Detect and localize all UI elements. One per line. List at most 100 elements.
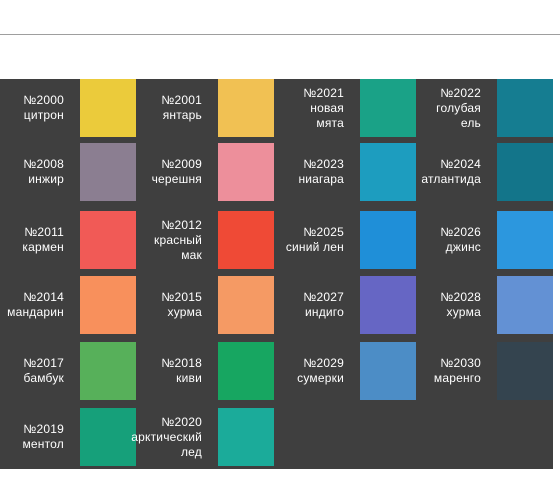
swatch-number: №2030 [440,356,481,370]
color-swatch-item: №2008 инжир [0,143,136,201]
swatch-label: №2021 новая мята [234,79,344,137]
swatch-number: №2001 [161,93,202,107]
swatch-label: №2030 маренго [371,342,481,400]
swatch-color-sample [360,143,416,201]
swatch-number: №2012 [161,217,202,232]
swatch-color-sample [80,79,136,137]
swatch-number: №2021 [303,85,344,100]
swatch-number: №2027 [303,290,344,304]
swatch-number: №2009 [161,157,202,171]
swatch-name: хурма [446,305,481,319]
color-swatch-item: №2011 кармен [0,211,136,269]
swatch-color-sample [218,211,274,269]
swatch-name: джинс [445,240,481,254]
color-swatch-item: №2024 атлантида [415,143,553,201]
swatch-color-sample [218,276,274,334]
swatch-name: синий лен [285,240,344,254]
color-swatch-item: №2021 новая мята [278,79,416,137]
swatch-label: №2029 сумерки [234,342,344,400]
color-swatch-item: №2025 синий лен [278,211,416,269]
swatch-name: индиго [304,305,344,319]
color-swatch-item: №2023 ниагара [278,143,416,201]
color-swatch-item: №2018 киви [136,342,274,400]
swatch-label: №2017 бамбук [0,342,64,400]
color-swatch-item: №2027 индиго [278,276,416,334]
swatch-color-sample [218,79,274,137]
color-swatch-item: №2029 сумерки [278,342,416,400]
swatch-name: ментол [22,437,64,451]
color-swatch-item: №2020 арктический лед [131,408,274,466]
swatch-color-sample [360,211,416,269]
swatch-number: №2018 [161,356,202,370]
swatch-number: №2019 [23,422,64,436]
swatch-label: №2028 хурма [371,276,481,334]
swatch-label: №2019 ментол [0,408,64,466]
color-swatch-item: №2009 черешня [136,143,274,201]
swatch-color-sample [80,143,136,201]
swatch-name: ниагара [298,172,344,186]
swatch-label: №2024 атлантида [371,143,481,201]
swatch-name: кармен [22,240,64,254]
swatch-name: черешня [151,172,202,186]
swatch-name: атлантида [421,172,481,186]
color-swatch-item: №2000 цитрон [0,79,136,137]
color-palette-panel: №2000 цитрон №2001 янтарь №2021 новая мята №202… [0,79,553,469]
color-swatch-item: №2015 хурма [136,276,274,334]
swatch-color-sample [218,143,274,201]
color-swatch-item: №2022 голубая ель [415,79,553,137]
swatch-color-sample [218,342,274,400]
swatch-label: №2009 черешня [92,143,202,201]
swatch-name: инжир [28,172,64,186]
swatch-number: №2017 [23,356,64,370]
swatch-number: №2028 [440,290,481,304]
swatch-label: №2023 ниагара [234,143,344,201]
swatch-name: бамбук [23,371,64,385]
swatch-name: лед [180,444,202,459]
swatch-label: №2026 джинс [371,211,481,269]
swatch-color-sample [497,79,553,137]
swatch-label: №2011 кармен [0,211,64,269]
swatch-color-sample [497,143,553,201]
swatch-label: №2018 киви [92,342,202,400]
swatch-name: мак [181,247,202,262]
swatch-color-sample [80,342,136,400]
swatch-label: №2000 цитрон [0,79,64,137]
swatch-label: №2025 синий лен [234,211,344,269]
swatch-number: №2011 [24,225,64,239]
swatch-color-sample [360,342,416,400]
color-swatch-item: №2030 маренго [415,342,553,400]
swatch-name: хурма [167,305,202,319]
swatch-color-sample [497,276,553,334]
swatch-name: новая [310,100,344,115]
swatch-color-sample [497,211,553,269]
swatch-name: арктический [131,429,202,444]
swatch-color-sample [360,79,416,137]
swatch-label: №2001 янтарь [92,79,202,137]
color-swatch-item: №2014 мандарин [0,276,136,334]
swatch-number: №2029 [303,356,344,370]
swatch-number: №2026 [440,225,481,239]
swatch-label: №2012 красный мак [92,211,202,269]
swatch-label: №2015 хурма [92,276,202,334]
swatch-number: №2014 [23,290,64,304]
swatch-name: маренго [433,371,481,385]
swatch-number: №2015 [161,290,202,304]
swatch-number: №2025 [303,225,344,239]
swatch-color-sample [80,211,136,269]
color-swatch-item: №2001 янтарь [136,79,274,137]
swatch-number: №2024 [440,157,481,171]
swatch-number: №2008 [23,157,64,171]
swatch-number: №2023 [303,157,344,171]
swatch-name: янтарь [162,108,202,122]
swatch-label: №2008 инжир [0,143,64,201]
color-swatch-item: №2026 джинс [415,211,553,269]
swatch-label: №2027 индиго [234,276,344,334]
swatch-label: №2022 голубая ель [371,79,481,137]
swatch-number: №2020 [161,414,202,429]
swatch-label: №2014 мандарин [0,276,64,334]
swatch-name: красный [154,232,202,247]
color-swatch-item: №2028 хурма [415,276,553,334]
color-swatch-item: №2017 бамбук [0,342,136,400]
color-swatch-item: №2012 красный мак [136,211,274,269]
swatch-color-sample [80,408,136,466]
